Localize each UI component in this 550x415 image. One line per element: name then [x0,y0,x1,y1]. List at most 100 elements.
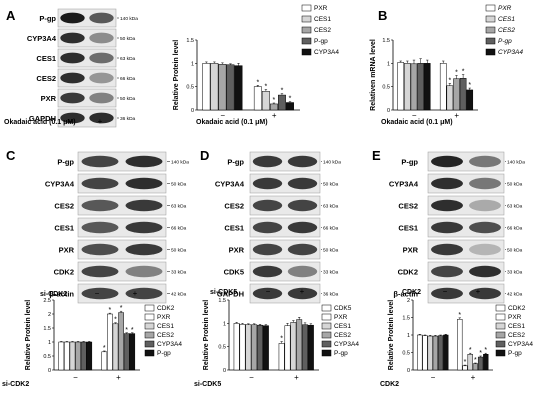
significance-star: * [280,336,283,343]
chart-treatment-label: si-CDK2 [2,381,29,388]
legend-swatch [144,340,155,348]
blot-row-gapdh: GAPDH 36 kDa [217,283,339,304]
chart-legend: CDK5 PXR CES1 CES2 CYP3A4 P-gp [321,304,359,357]
legend-label: CDK2 [508,305,526,312]
significance-star: * [109,307,112,314]
significance-star: * [455,69,458,76]
group-label: − [73,373,78,382]
y-tick-label: 1.5 [43,326,51,332]
blot-row-p-gp: P-gp 140 kDa [57,151,189,172]
kda-label: 50 kDa [171,248,187,254]
blot-band [81,265,119,278]
blot-band [252,287,283,300]
y-tick-label: 1 [407,333,410,339]
blot-band [125,155,163,168]
bar-pxr-0 [64,341,70,371]
bar-p-gp-1 [459,78,467,111]
western-blot-panel-e: P-gp 140 kDa CYP3A4 50 kDa CES2 63 kDa CES1 66 … [389,151,525,304]
chart-legend: CDK2 PXR CES1 CES2 CYP3A4 P-gp [495,304,533,357]
y-tick-label: 2.5 [43,298,51,304]
blot-band [431,221,463,234]
bar-cdk5-1 [278,343,285,371]
y-axis-label: Relative Protein level [25,300,32,370]
legend-swatch [485,4,496,12]
kda-label: 33 kDa [171,270,187,276]
bar-cdk5-0 [233,323,240,371]
kda-label: 50 kDa [120,36,136,42]
y-tick-label: 1.5 [186,38,194,44]
blot-treatment-label: Okadaic acid (0.1 μM) [4,119,76,126]
blot-label: CDK2 [398,268,418,277]
blot-band [89,92,114,104]
bar-ces2-0 [218,64,227,111]
blot-row-cyp3a4: CYP3A4 50 kDa [389,173,523,194]
kda-label: 63 kDa [323,204,339,210]
blot-label: CES1 [36,54,56,63]
blot-band [287,243,318,256]
group-label: + [471,373,476,382]
blot-row-ces2: CES2 63 kDa [54,195,187,216]
blot-treatment-label: si-CDK5 [210,289,237,296]
blot-band [81,221,119,234]
blot-band [125,221,163,234]
legend-label: CES2 [314,27,331,34]
legend-label: PXR [498,5,512,12]
blot-row-cyp3a4: CYP3A4 50 kDa [27,28,136,48]
kda-label: 50 kDa [507,248,523,254]
y-tick-label: 1 [223,321,226,327]
blot-treatment-label: si-CDK2 [40,291,67,298]
bar-cyp3a4-0 [80,341,87,371]
blot-band [287,177,318,190]
legend-label: CDK5 [334,305,352,312]
bar-cyp3a4-0 [423,63,431,111]
bar-pxr-1 [439,63,447,111]
blot-band [469,287,501,300]
panel-letter-a: A [6,8,16,23]
legend-label: CES2 [498,27,515,34]
legend-swatch [321,304,332,312]
significance-star: * [469,347,472,354]
bar-ces2-1 [118,312,124,371]
group-label: + [116,373,121,382]
significance-star: * [458,312,461,319]
legend-swatch [144,349,155,357]
kda-label: 50 kDa [323,182,339,188]
blot-band [431,265,463,278]
blot-band [469,155,501,168]
bar-pxr-0 [397,62,405,111]
blot-band [431,199,463,212]
legend-swatch [301,37,312,45]
y-tick-label: 1.5 [382,38,390,44]
western-blot-panel-d: P-gp 140 kDa CYP3A4 50 kDa CES2 63 kDa CES1 66 … [210,151,341,304]
bar-pxr-1 [284,325,291,371]
bar-p-gp-1 [307,324,314,371]
y-tick-label: 0 [223,368,226,374]
blot-treatment-label: CDK2 [402,289,421,296]
blot-row-ces1: CES1 63 kDa [36,48,136,68]
blot-band [81,243,119,256]
blot-label: P-gp [39,14,56,23]
blot-band [60,12,85,24]
bar-p-gp-0 [226,64,235,111]
significance-star: * [448,77,451,84]
kda-label: 36 kDa [120,116,136,122]
blot-band [60,32,85,44]
blot-label: CES2 [224,202,244,211]
legend-swatch [301,15,312,23]
y-tick-label: 0.5 [402,351,410,357]
blot-band [469,221,501,234]
legend-swatch [321,313,332,321]
legend-label: CES1 [498,16,515,23]
lane-sign: + [476,287,481,296]
blot-row-pxr: PXR 50 kDa [41,88,136,108]
bar-cyp3a4-0 [257,324,263,371]
blot-band [125,265,163,278]
significance-star: * [479,350,482,357]
blot-band [60,52,85,64]
legend-swatch [301,48,312,56]
legend-label: PXR [334,314,348,321]
bar-cdk2-1 [457,319,463,371]
significance-star: * [273,97,276,104]
significance-star: * [265,83,268,90]
